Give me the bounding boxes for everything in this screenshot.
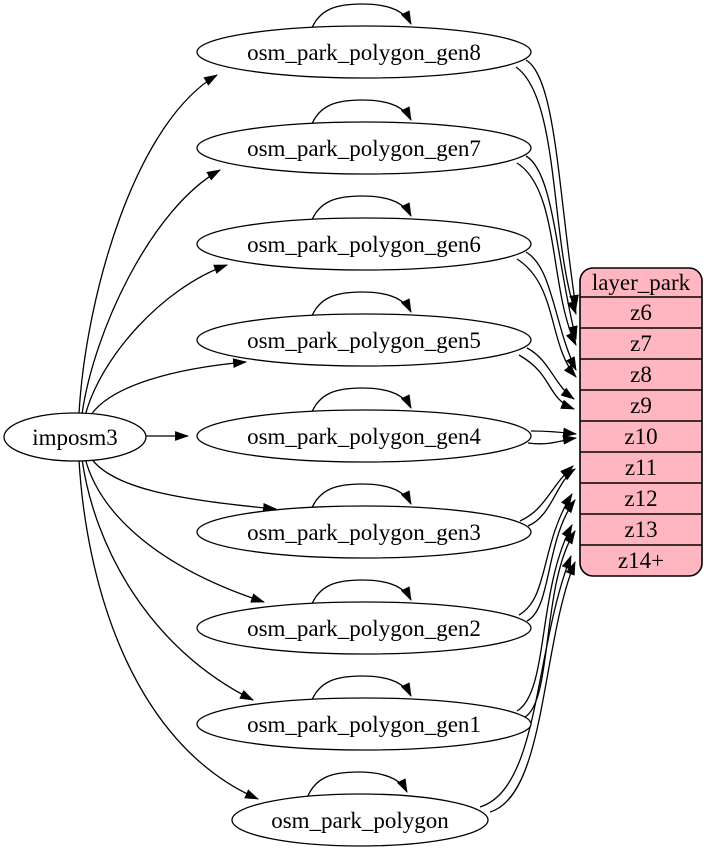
layer-park-title: layer_park (592, 270, 691, 295)
row-z11: z11 (625, 455, 657, 480)
gen3-ellipse (196, 505, 532, 559)
edge-gen7-z7-1 (525, 155, 578, 341)
edge-gen5-z9-1 (526, 347, 575, 400)
self-loop-gen1 (309, 675, 412, 706)
self-loop-gen5 (309, 291, 412, 322)
edge-gen1-z13-2 (516, 524, 573, 712)
node-osm-park-polygon-gen8: osm_park_polygon_gen8 (196, 25, 532, 79)
edge-gen6-z8-1 (525, 251, 577, 371)
edge-polygon-z14-2 (479, 554, 572, 808)
self-loops (305, 3, 412, 802)
edge-gen5-z9-2 (518, 354, 576, 410)
edge-gen6-z8-2 (516, 258, 577, 378)
row-z8: z8 (630, 362, 652, 387)
edge-gen3-z11-1 (527, 468, 576, 527)
edge-gen8-z6-1 (525, 59, 579, 310)
edge-imposm3-polygon (78, 459, 259, 800)
self-loop-polygon (305, 771, 408, 802)
edge-imposm3-gen1 (81, 458, 254, 701)
edge-gen1-z13-1 (524, 530, 576, 718)
edge-gen8-z6-2 (515, 66, 577, 316)
gen8-label: osm_park_polygon_gen8 (247, 40, 481, 65)
edge-gen2-z12-1 (526, 499, 576, 622)
edge-imposm3-gen7 (81, 169, 221, 415)
row-z12: z12 (624, 486, 657, 511)
edge-gen2-z12-2 (518, 493, 573, 616)
self-loop-gen2 (309, 579, 412, 610)
gen6-label: osm_park_polygon_gen6 (247, 232, 481, 257)
self-loop-gen3 (309, 483, 412, 514)
node-osm-park-polygon-gen1: osm_park_polygon_gen1 (196, 697, 532, 751)
polygon-label: osm_park_polygon (271, 808, 449, 833)
gen7-ellipse (196, 121, 532, 175)
imposm3-ellipse (3, 412, 147, 462)
row-z13: z13 (624, 517, 657, 542)
gen5-ellipse (196, 313, 532, 367)
edge-gen3-z11-2 (519, 465, 574, 522)
self-loop-gen8 (309, 3, 412, 34)
edge-imposm3-gen5 (88, 358, 248, 419)
node-osm-park-polygon-gen2: osm_park_polygon_gen2 (196, 601, 532, 655)
edges-to-layer-park (479, 59, 579, 813)
gen2-ellipse (196, 601, 532, 655)
node-osm-park-polygon-gen6: osm_park_polygon_gen6 (196, 217, 532, 271)
gen4-label: osm_park_polygon_gen4 (247, 424, 481, 449)
gen5-label: osm_park_polygon_gen5 (247, 328, 481, 353)
row-z9: z9 (630, 393, 652, 418)
node-osm-park-polygon-gen5: osm_park_polygon_gen5 (196, 313, 532, 367)
edge-gen7-z7-2 (516, 162, 577, 346)
row-z14: z14+ (618, 548, 664, 573)
gen1-ellipse (196, 697, 532, 751)
polygon-ellipse (231, 793, 489, 847)
edge-imposm3-gen3 (88, 454, 278, 513)
node-imposm3: imposm3 (3, 412, 147, 462)
self-loop-gen7 (309, 99, 412, 130)
row-z6: z6 (630, 300, 652, 325)
gen7-label: osm_park_polygon_gen7 (247, 136, 481, 161)
node-osm-park-polygon: osm_park_polygon (231, 793, 489, 847)
gen1-label: osm_park_polygon_gen1 (247, 712, 481, 737)
node-osm-park-polygon-gen7: osm_park_polygon_gen7 (196, 121, 532, 175)
table-layer-park: layer_park z6 z7 z8 z9 z10 z11 z12 z13 z… (579, 267, 703, 577)
row-z10: z10 (624, 424, 657, 449)
gen6-ellipse (196, 217, 532, 271)
node-osm-park-polygon-gen3: osm_park_polygon_gen3 (196, 505, 532, 559)
edge-imposm3-gen2 (84, 457, 266, 603)
gen3-label: osm_park_polygon_gen3 (247, 520, 481, 545)
edge-gen4-z10-1 (530, 427, 578, 438)
layer-park-box (579, 267, 703, 577)
gen2-label: osm_park_polygon_gen2 (247, 616, 481, 641)
self-loop-gen6 (309, 195, 412, 226)
edge-polygon-z14-1 (489, 561, 576, 813)
edge-imposm3-gen6 (84, 264, 229, 417)
node-osm-park-polygon-gen4: osm_park_polygon_gen4 (196, 409, 532, 463)
imposm3-label: imposm3 (32, 425, 118, 450)
gen8-ellipse (196, 25, 532, 79)
gen4-ellipse (196, 409, 532, 463)
self-loop-gen4 (309, 387, 412, 418)
edge-gen4-z10-2 (527, 435, 578, 445)
edges-from-imposm3 (78, 74, 278, 800)
edge-imposm3-gen8 (78, 74, 218, 414)
row-z7: z7 (630, 331, 652, 356)
